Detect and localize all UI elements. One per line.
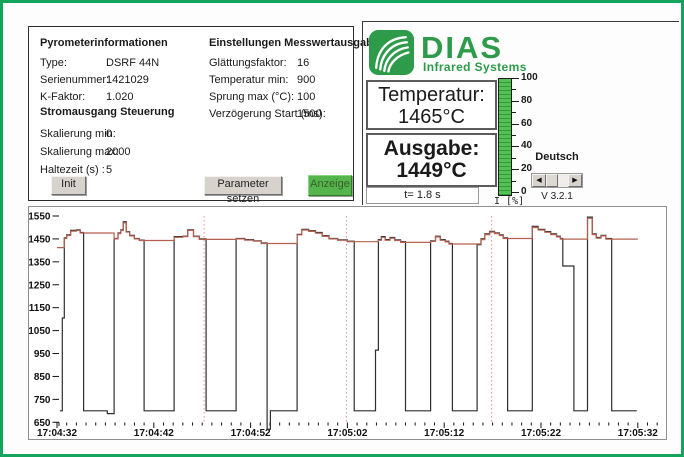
y-tick-label: 750 — [34, 395, 51, 406]
parameter-value: 1.020 — [106, 91, 134, 103]
y-tick-label: 1450 — [29, 234, 51, 245]
trace-ausgabe — [57, 217, 638, 249]
y-tick-label: 1050 — [29, 326, 51, 337]
parameter-row: Glättungsfaktor: 16 — [209, 57, 309, 69]
gauge-tick-label: 80 — [521, 94, 533, 106]
temperature-label: Temperatur: — [378, 84, 485, 106]
gauge-axis-label: I [%] — [494, 196, 525, 207]
parameter-value: 5 — [106, 164, 113, 176]
parameter-value: 0 — [106, 128, 113, 140]
y-tick-label: 950 — [34, 349, 51, 360]
gauge-scale: 100 80 60 40 20 0 — [512, 72, 542, 197]
section-title-stromausgang: Stromausgang Steuerung — [40, 106, 175, 118]
gauge-major-tick — [512, 146, 519, 148]
parameter-label: Sprung max (°C): — [209, 91, 295, 103]
parameter-row: Sprung max (°C): 100 — [209, 91, 315, 103]
right-region-left-border — [362, 21, 363, 205]
gauge-fill-bar — [499, 79, 511, 195]
language-scrollbar-thumb[interactable] — [546, 174, 558, 187]
parameter-label: Serienummer: — [40, 74, 110, 86]
gauge-tick-label: 60 — [521, 117, 533, 129]
parameter-label: Skalierung min: — [40, 128, 116, 140]
language-scrollbar-track[interactable] — [558, 174, 568, 187]
parameter-row: Skalierung min:0 — [40, 128, 116, 140]
parameter-row: Temperatur min: 900 — [209, 74, 315, 86]
x-tick-label: 17:05:22 — [521, 428, 561, 437]
y-tick-label: 1150 — [29, 303, 51, 314]
gauge-minor-tick — [512, 112, 516, 114]
y-tick-label: 1350 — [29, 257, 51, 268]
output-label: Ausgabe: — [383, 137, 480, 160]
x-tick-label: 17:05:32 — [618, 428, 658, 437]
trend-chart: 650 750 850 950 1050 1150 1250 1350 1450 1550 17:0… — [29, 212, 658, 438]
parameter-value: 1421029 — [106, 74, 149, 86]
parameter-label: Skalierung max: — [40, 146, 119, 158]
parameter-setzen-button[interactable]: Parameter setzen — [204, 176, 282, 205]
y-tick-label: 650 — [34, 418, 51, 429]
temperature-value: 1465°C — [398, 106, 465, 128]
gauge-minor-tick — [512, 157, 516, 159]
x-tick-label: 17:04:42 — [134, 428, 174, 437]
right-region-top-border — [362, 21, 679, 22]
language-scroll-right-icon[interactable]: ▶ — [568, 174, 582, 187]
parameter-row: Skalierung max:2000 — [40, 146, 130, 158]
output-display: Ausgabe: 1449°C — [366, 133, 497, 187]
gauge-tick-label: 40 — [521, 140, 533, 152]
parameter-label: Verzögerung Start (ms): — [209, 108, 326, 120]
output-percent-gauge — [498, 78, 512, 196]
gauge-tick-label: 20 — [521, 163, 533, 175]
parameter-row: Serienummer:1421029 — [40, 74, 149, 86]
gauge-major-tick — [512, 169, 519, 171]
parameter-value: DSRF 44N — [106, 57, 160, 69]
gauge-minor-tick — [512, 135, 516, 136]
gauge-tick-label: 100 — [521, 71, 538, 83]
parameter-row: K-Faktor: 1.020 — [40, 91, 134, 103]
parameter-value: 1500 — [297, 108, 322, 120]
output-value: 1449°C — [396, 159, 467, 182]
gauge-major-tick — [512, 123, 519, 125]
cycle-time-display: t= 1.8 s — [366, 187, 479, 204]
y-tick-label: 850 — [34, 372, 51, 383]
trend-chart-panel: 650 750 850 950 1050 1150 1250 1350 1450 1550 17:0… — [28, 206, 667, 440]
gauge-major-tick — [512, 78, 519, 79]
gauge-major-tick — [512, 192, 519, 193]
gauge-major-tick — [512, 100, 519, 102]
parameter-value: 900 — [297, 74, 316, 86]
y-tick-label: 1250 — [29, 280, 51, 291]
section-title-messwertausgabe: Einstellungen Messwertausgabe — [209, 37, 379, 49]
dias-logo-icon — [369, 30, 414, 75]
parameter-panel: Pyrometerinformationen Type: DSRF 44N Seri… — [28, 26, 379, 205]
brand-subtitle: Infrared Systems — [423, 60, 527, 74]
parameter-value: 100 — [297, 91, 316, 103]
x-tick-label: 17:04:32 — [37, 428, 77, 437]
y-tick-label: 1550 — [29, 212, 51, 223]
gauge-tick-label: 0 — [521, 185, 527, 197]
section-title-pyrometerinformationen: Pyrometerinformationen — [40, 37, 168, 49]
init-button[interactable]: Init — [51, 176, 86, 195]
trace-temperatur — [59, 216, 637, 430]
temperature-display: Temperatur: 1465°C — [366, 80, 497, 130]
parameter-label: Type: — [40, 57, 67, 69]
parameter-value: 16 — [297, 57, 310, 69]
parameter-label: Glättungsfaktor: — [209, 57, 287, 69]
parameter-row: Verzögerung Start (ms):1500 — [209, 108, 326, 120]
parameter-label: Temperatur min: — [209, 74, 289, 86]
parameter-label: K-Faktor: — [40, 91, 86, 103]
anzeige-button[interactable]: Anzeige — [308, 175, 352, 196]
x-tick-label: 17:04:52 — [231, 428, 271, 437]
gauge-minor-tick — [512, 89, 516, 91]
parameter-row: Haltezeit (s) :5 — [40, 164, 112, 176]
brand-name: DIAS — [421, 30, 504, 65]
x-tick-label: 17:05:12 — [424, 428, 464, 437]
parameter-label: Haltezeit (s) : — [40, 164, 105, 176]
parameter-value: 2000 — [106, 146, 131, 158]
parameter-row: Type: DSRF 44N — [40, 57, 159, 69]
language-scroll-left-icon[interactable]: ◀ — [532, 174, 546, 187]
app-version: V 3.2.1 — [541, 191, 573, 202]
language-scrollbar[interactable]: ◀ ▶ — [531, 173, 583, 188]
x-tick-label: 17:05:02 — [327, 428, 367, 437]
language-selected-label: Deutsch — [535, 151, 579, 163]
gauge-minor-tick — [512, 180, 516, 182]
